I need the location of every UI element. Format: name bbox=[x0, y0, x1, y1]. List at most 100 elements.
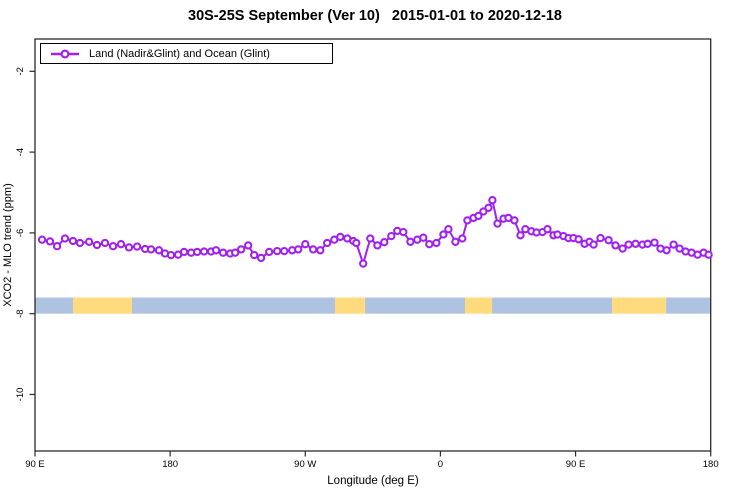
data-point-marker bbox=[493, 219, 502, 228]
y-axis-ticks: -2 -4 -6 -8 -10 bbox=[15, 67, 35, 401]
data-point-marker bbox=[604, 236, 613, 245]
x-tick-label: 90 E bbox=[566, 459, 586, 470]
legend-line-marker-icon bbox=[51, 48, 79, 59]
land-band-segment bbox=[465, 297, 493, 314]
data-point-marker bbox=[336, 232, 345, 242]
data-point-marker bbox=[60, 234, 70, 243]
data-point-marker bbox=[432, 238, 441, 248]
land-band-segment bbox=[72, 297, 133, 314]
data-point-marker bbox=[596, 233, 605, 243]
data-point-marker bbox=[100, 238, 110, 248]
data-point-marker bbox=[704, 250, 713, 259]
ocean-band-segment bbox=[365, 297, 466, 314]
data-point-marker bbox=[380, 238, 389, 247]
data-point-marker bbox=[92, 240, 102, 250]
data-point-marker bbox=[662, 246, 671, 255]
data-point-marker bbox=[543, 225, 552, 234]
data-point-marker bbox=[124, 243, 134, 252]
data-point-marker bbox=[75, 238, 85, 248]
data-point-marker bbox=[108, 242, 118, 251]
ocean-band-segment bbox=[492, 297, 613, 314]
data-point-marker bbox=[618, 244, 627, 253]
data-point-marker bbox=[451, 237, 460, 246]
data-point-marker bbox=[68, 236, 78, 246]
plot-box bbox=[34, 38, 712, 452]
x-tick-label: 180 bbox=[162, 459, 178, 470]
data-series bbox=[37, 196, 713, 268]
data-point-marker bbox=[444, 225, 453, 234]
ocean-band-segment bbox=[35, 297, 73, 314]
data-point-marker bbox=[244, 241, 253, 250]
data-point-marker bbox=[479, 207, 488, 216]
data-point-marker bbox=[237, 245, 246, 254]
data-point-marker bbox=[309, 245, 318, 254]
x-axis-label: Longitude (deg E) bbox=[327, 475, 419, 487]
data-point-marker bbox=[193, 247, 202, 257]
y-tick-label: -8 bbox=[15, 309, 26, 317]
y-tick-label: -10 bbox=[15, 388, 26, 402]
chart-title: 30S-25S September (Ver 10) 2015-01-01 to… bbox=[188, 8, 562, 24]
data-point-marker bbox=[484, 203, 493, 212]
data-point-marker bbox=[179, 247, 189, 257]
data-point-marker bbox=[84, 237, 94, 246]
data-point-marker bbox=[419, 233, 428, 242]
legend-label: Land (Nadir&Glint) and Ocean (Glint) bbox=[89, 47, 270, 60]
data-point-marker bbox=[256, 253, 266, 263]
data-point-marker bbox=[166, 250, 176, 260]
data-point-marker bbox=[231, 248, 240, 257]
x-tick-label: 90 W bbox=[294, 459, 316, 470]
data-point-marker bbox=[273, 246, 282, 256]
x-tick-label: 0 bbox=[438, 459, 443, 470]
data-point-marker bbox=[574, 235, 583, 244]
data-point-marker bbox=[516, 231, 525, 240]
data-point-marker bbox=[52, 242, 62, 251]
data-point-marker bbox=[116, 240, 126, 249]
data-point-marker bbox=[406, 237, 415, 246]
data-point-marker bbox=[589, 240, 598, 249]
data-point-marker bbox=[611, 241, 620, 250]
data-point-marker bbox=[352, 238, 361, 248]
data-point-marker bbox=[37, 235, 47, 244]
surface-band bbox=[35, 297, 711, 314]
data-point-marker bbox=[301, 240, 310, 249]
legend: Land (Nadir&Glint) and Ocean (Glint) bbox=[40, 43, 333, 64]
data-point-marker bbox=[669, 240, 678, 249]
data-point-marker bbox=[458, 234, 467, 243]
data-point-marker bbox=[359, 259, 368, 268]
ocean-band-segment bbox=[132, 297, 336, 314]
data-point-marker bbox=[316, 246, 325, 255]
y-tick-label: -4 bbox=[15, 148, 26, 156]
data-point-marker bbox=[211, 246, 221, 255]
data-point-marker bbox=[643, 239, 652, 248]
data-point-marker bbox=[474, 211, 483, 221]
data-point-marker bbox=[488, 196, 497, 205]
data-point-marker bbox=[373, 241, 382, 250]
data-point-marker bbox=[218, 248, 228, 257]
data-point-marker bbox=[387, 231, 396, 241]
data-point-marker bbox=[265, 247, 274, 257]
ocean-band-segment bbox=[666, 297, 711, 314]
data-point-marker bbox=[280, 246, 289, 256]
x-tick-label: 90 E bbox=[25, 459, 45, 470]
data-point-marker bbox=[624, 240, 633, 249]
data-point-marker bbox=[199, 247, 209, 256]
data-point-marker bbox=[294, 245, 303, 254]
data-point-marker bbox=[250, 250, 259, 260]
data-point-marker bbox=[323, 238, 332, 248]
x-axis-ticks: 90 E 180 90 W 0 90 E 180 bbox=[25, 451, 719, 470]
data-point-marker bbox=[154, 246, 164, 255]
data-point-marker bbox=[510, 216, 519, 225]
land-band-segment bbox=[335, 297, 366, 314]
x-tick-label: 180 bbox=[703, 459, 719, 470]
series-line bbox=[41, 199, 709, 265]
data-point-marker bbox=[631, 239, 640, 248]
y-tick-label: -2 bbox=[15, 67, 26, 75]
data-point-marker bbox=[425, 240, 434, 249]
data-point-marker bbox=[146, 245, 156, 254]
data-point-marker bbox=[366, 234, 375, 243]
data-point-marker bbox=[399, 227, 408, 237]
data-point-marker bbox=[132, 242, 142, 251]
data-point-marker bbox=[45, 237, 55, 246]
